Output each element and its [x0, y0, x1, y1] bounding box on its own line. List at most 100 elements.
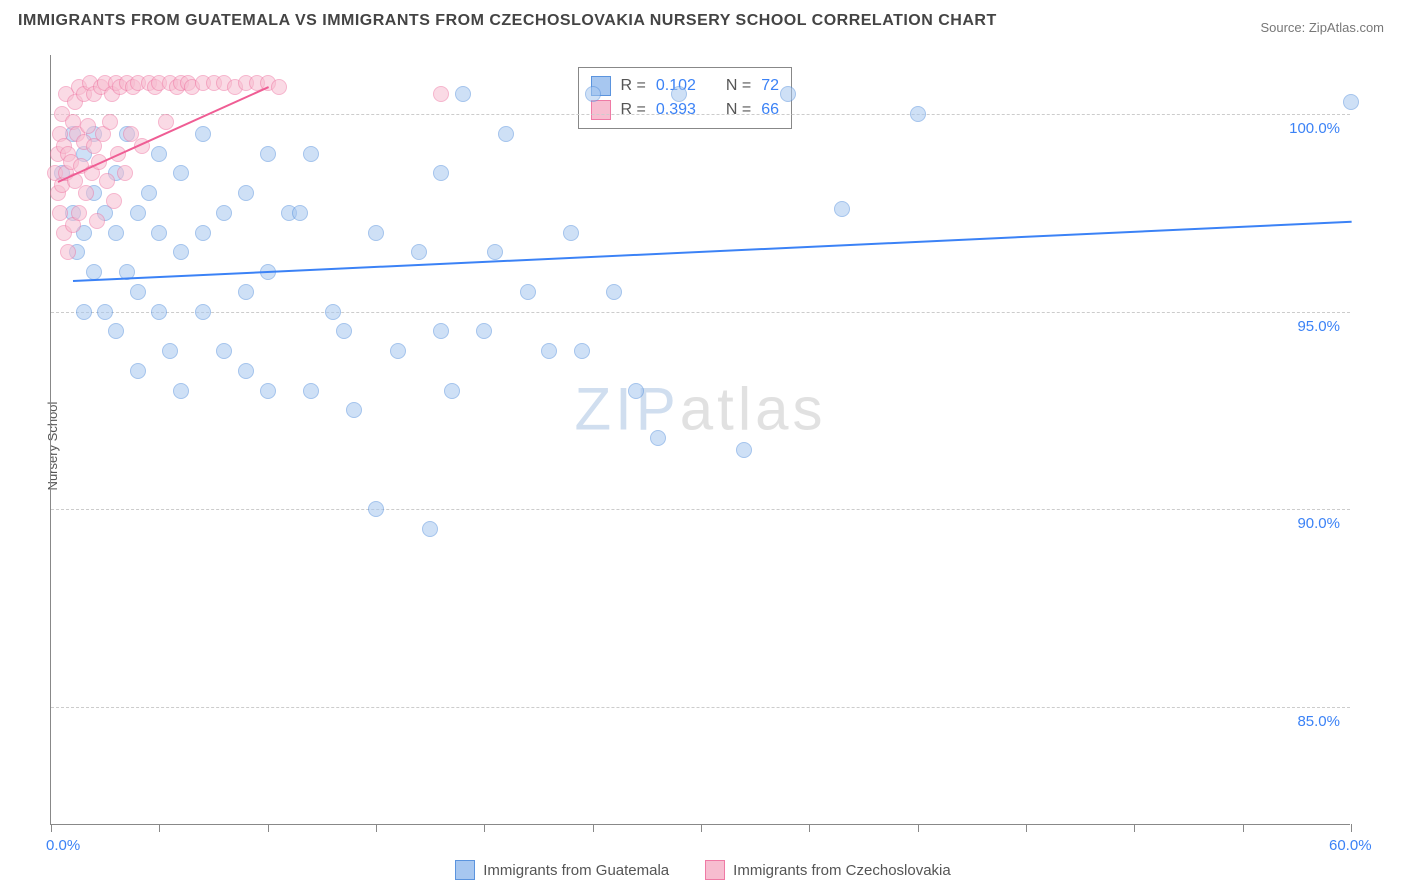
data-point: [910, 106, 926, 122]
data-point: [606, 284, 622, 300]
data-point: [76, 304, 92, 320]
n-label: N =: [726, 101, 751, 119]
data-point: [487, 244, 503, 260]
x-tick-label: 0.0%: [46, 837, 80, 854]
data-point: [325, 304, 341, 320]
data-point: [151, 304, 167, 320]
data-point: [108, 225, 124, 241]
data-point: [60, 244, 76, 260]
y-tick-label: 90.0%: [1297, 515, 1340, 532]
series-swatch: [705, 860, 725, 880]
data-point: [585, 86, 601, 102]
data-point: [130, 363, 146, 379]
data-point: [238, 185, 254, 201]
n-value: 72: [761, 77, 779, 95]
scatter-plot-area: ZIPatlas R =0.102N =72R =0.393N =66 85.0…: [50, 55, 1350, 825]
gridline: [51, 312, 1350, 313]
data-point: [130, 205, 146, 221]
x-tick: [593, 824, 594, 832]
data-point: [130, 284, 146, 300]
data-point: [102, 114, 118, 130]
data-point: [650, 430, 666, 446]
data-point: [271, 79, 287, 95]
series-swatch: [455, 860, 475, 880]
data-point: [238, 363, 254, 379]
data-point: [106, 193, 122, 209]
data-point: [108, 323, 124, 339]
data-point: [89, 213, 105, 229]
data-point: [216, 343, 232, 359]
data-point: [195, 304, 211, 320]
x-tick: [809, 824, 810, 832]
data-point: [455, 86, 471, 102]
data-point: [444, 383, 460, 399]
data-point: [195, 225, 211, 241]
data-point: [162, 343, 178, 359]
r-label: R =: [621, 77, 646, 95]
data-point: [195, 126, 211, 142]
data-point: [78, 185, 94, 201]
x-tick: [268, 824, 269, 832]
data-point: [303, 383, 319, 399]
legend-label: Immigrants from Guatemala: [483, 862, 669, 879]
x-tick: [484, 824, 485, 832]
data-point: [260, 146, 276, 162]
data-point: [71, 205, 87, 221]
x-tick: [1351, 824, 1352, 832]
gridline: [51, 509, 1350, 510]
data-point: [411, 244, 427, 260]
data-point: [1343, 94, 1359, 110]
data-point: [433, 323, 449, 339]
n-value: 66: [761, 101, 779, 119]
x-tick: [1026, 824, 1027, 832]
x-tick: [51, 824, 52, 832]
data-point: [173, 244, 189, 260]
data-point: [151, 225, 167, 241]
data-point: [476, 323, 492, 339]
y-tick-label: 100.0%: [1289, 120, 1340, 137]
data-point: [238, 284, 254, 300]
data-point: [422, 521, 438, 537]
data-point: [736, 442, 752, 458]
data-point: [158, 114, 174, 130]
y-tick-label: 85.0%: [1297, 713, 1340, 730]
n-label: N =: [726, 77, 751, 95]
data-point: [99, 173, 115, 189]
data-point: [541, 343, 557, 359]
legend-label: Immigrants from Czechoslovakia: [733, 862, 951, 879]
data-point: [368, 501, 384, 517]
chart-title: IMMIGRANTS FROM GUATEMALA VS IMMIGRANTS …: [18, 12, 997, 30]
series-swatch: [591, 100, 611, 120]
trend-line: [73, 221, 1351, 282]
data-point: [498, 126, 514, 142]
data-point: [216, 205, 232, 221]
x-tick-label: 60.0%: [1329, 837, 1372, 854]
data-point: [433, 165, 449, 181]
watermark-atlas: atlas: [680, 375, 827, 442]
data-point: [336, 323, 352, 339]
data-point: [141, 185, 157, 201]
gridline: [51, 707, 1350, 708]
data-point: [671, 86, 687, 102]
source-attribution: Source: ZipAtlas.com: [1260, 20, 1384, 35]
data-point: [52, 205, 68, 221]
data-point: [151, 146, 167, 162]
legend-item: Immigrants from Czechoslovakia: [705, 860, 951, 880]
r-value: 0.393: [656, 101, 696, 119]
watermark: ZIPatlas: [574, 374, 826, 443]
x-tick: [1243, 824, 1244, 832]
bottom-legend: Immigrants from Guatemala Immigrants from…: [0, 860, 1406, 880]
data-point: [117, 165, 133, 181]
x-tick: [159, 824, 160, 832]
data-point: [780, 86, 796, 102]
data-point: [433, 86, 449, 102]
x-tick: [701, 824, 702, 832]
data-point: [390, 343, 406, 359]
data-point: [260, 383, 276, 399]
x-tick: [1134, 824, 1135, 832]
r-label: R =: [621, 101, 646, 119]
legend-item: Immigrants from Guatemala: [455, 860, 669, 880]
y-tick-label: 95.0%: [1297, 318, 1340, 335]
data-point: [574, 343, 590, 359]
data-point: [97, 304, 113, 320]
